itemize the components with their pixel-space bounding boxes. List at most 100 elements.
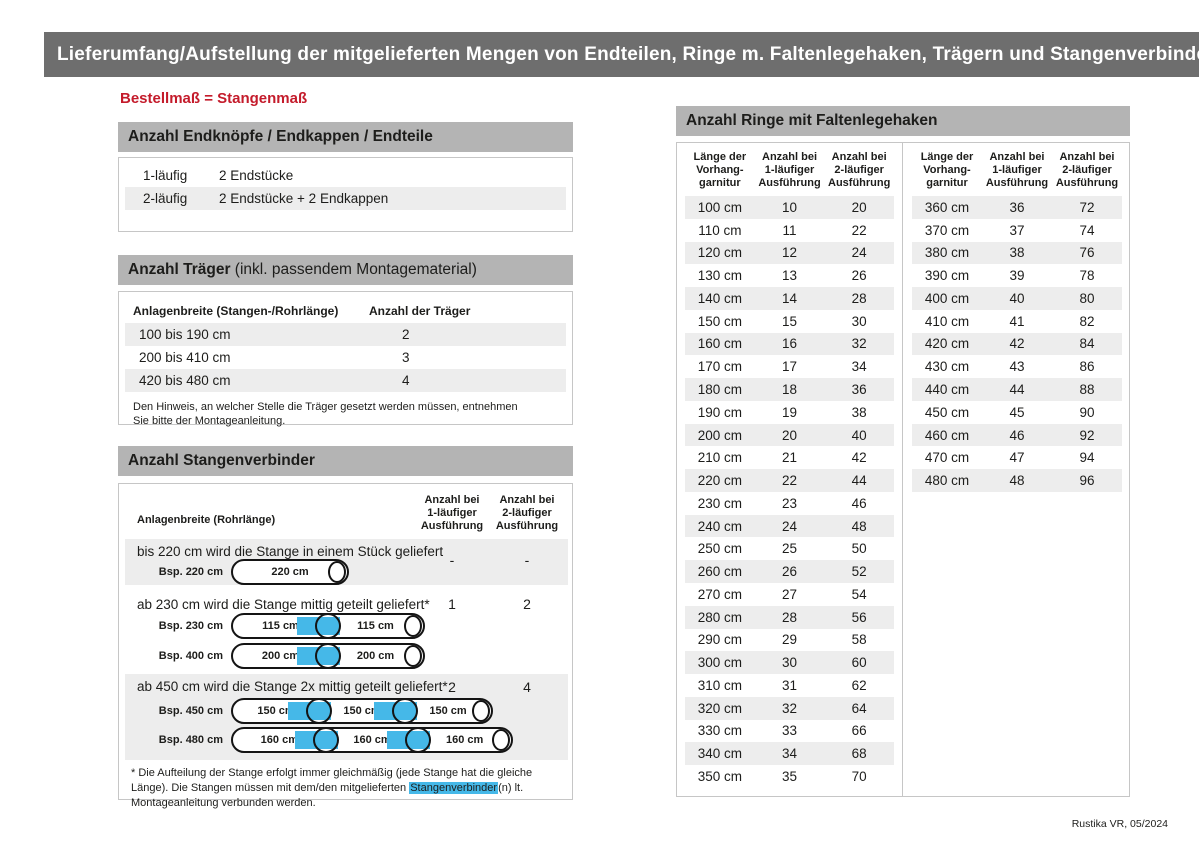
cell-count-2-laeufig: 70 (851, 769, 867, 785)
rod-joint (405, 727, 432, 753)
table-row: 400 cm 40 80 (912, 287, 1122, 310)
cell-count-2-laeufig: 56 (851, 609, 867, 625)
cell-count-2-laeufig: 46 (851, 495, 867, 511)
cell-count-2-laeufig: 60 (851, 655, 867, 671)
cell-count-2-laeufig: 34 (851, 359, 867, 375)
cell-count-2-laeufig: 78 (1079, 268, 1095, 284)
cell-length: 360 cm (924, 199, 970, 215)
endteile-table: 1-läufig 2 Endstücke 2-läufig 2 Endstücke +… (118, 157, 573, 232)
cell-count-1-laeufig: 15 (781, 313, 798, 329)
table-row: 390 cm 39 78 (912, 264, 1122, 287)
order-size-note: Bestellmaß = Stangenmaß (120, 90, 308, 107)
cell-count-2-laeufig: 64 (851, 700, 867, 716)
cell-count-1-laeufig: 44 (1009, 382, 1025, 397)
cell-length: 210 cm (697, 450, 742, 466)
cell-length: 240 cm (697, 518, 742, 534)
cell-count-2-laeufig: 50 (851, 541, 867, 557)
cell-count-2-laeufig: 42 (851, 450, 867, 466)
table-row: 190 cm 19 38 (685, 401, 894, 424)
table-row: 380 cm 38 76 (912, 241, 1122, 265)
cell-length: 300 cm (697, 655, 742, 671)
cell-length: 460 cm (924, 427, 970, 443)
cell-count-2-laeufig: 94 (1079, 450, 1095, 466)
col-anzahl-1-laeufig: Anzahl bei 1-läufiger Ausführung (758, 151, 821, 189)
rod-graphic: 220 cm (231, 559, 349, 585)
traeger-table: Anlagenbreite (Stangen-/Rohrlänge) Anzah… (118, 291, 573, 427)
table-row: 160 cm 16 32 (685, 332, 894, 356)
rod-example: Bsp. 480 cm 160 cm 160 cm 160 cm (125, 727, 513, 753)
cell-count-2-laeufig: 36 (851, 382, 867, 397)
ringe-rows-left: 100 cm 10 20 110 cm 11 22 120 cm 12 24 130 cm 13 26… (685, 196, 894, 788)
cell-count-2-laeufig: 22 (851, 222, 867, 238)
parts-value: 2 Endstücke (219, 168, 294, 183)
cell-count-2-laeufig: 24 (851, 245, 867, 261)
cell-length: 380 cm (924, 245, 970, 261)
table-row: 130 cm 13 26 (685, 264, 894, 287)
stangenverbinder-table: Anlagenbreite (Rohrlänge) Anzahl bei 1-l… (118, 483, 573, 809)
ringe-table: Länge der Vorhang- garnitur Anzahl bei 1… (676, 142, 1130, 797)
cell-length: 410 cm (924, 313, 970, 329)
count-value: 4 (402, 373, 410, 388)
row-description: ab 230 cm wird die Stange mittig geteilt… (137, 597, 430, 612)
cell-count-1-laeufig: 21 (781, 450, 798, 466)
rod-segment-length: 160 cm (260, 734, 298, 746)
cell-count-1-laeufig: 38 (1009, 245, 1025, 261)
cell-length: 390 cm (924, 268, 970, 284)
section-header-stangenverbinder: Anzahl Stangenverbinder (118, 446, 573, 476)
count-value: 2 (402, 327, 410, 342)
verbinder-row-ab-230: ab 230 cm wird die Stange mittig geteilt… (125, 592, 568, 674)
table-row: 100 bis 190 cm 2 (125, 323, 566, 346)
table-row: 410 cm 41 82 (912, 310, 1122, 333)
cell-count-2-laeufig: 84 (1079, 336, 1095, 352)
rod-joint (392, 698, 418, 724)
cell-count-1-laeufig: 25 (781, 541, 798, 557)
cell-count-1-laeufig: 28 (781, 609, 798, 625)
cell-count-2-laeufig: 72 (1079, 199, 1095, 215)
table-row: 260 cm 26 52 (685, 560, 894, 584)
cell-count-1-laeufig: 18 (781, 382, 798, 397)
cell-count-1-laeufig: 10 (781, 199, 798, 215)
cell-count-2-laeufig: 44 (851, 473, 867, 489)
rod-segment-length: 160 cm (353, 734, 391, 746)
cell-count-1-laeufig: 12 (781, 245, 798, 261)
col-anlagenbreite: Anlagenbreite (Stangen-/Rohrlänge) (133, 304, 339, 318)
table-row: 220 cm 22 44 (685, 469, 894, 492)
rod-joint (312, 727, 339, 753)
cell-length: 140 cm (697, 290, 742, 306)
cell-count-1-laeufig: 17 (781, 359, 798, 375)
table-row: 460 cm 46 92 (912, 423, 1122, 447)
footnote-text: (n) lt. Montageanleitung verbunden werde… (131, 782, 524, 809)
lauf-type: 2-läufig (143, 191, 188, 206)
document-footer: Rustika VR, 05/2024 (1071, 818, 1168, 830)
cell-count-1-laeufig: 39 (1009, 268, 1025, 284)
cell-count-2-laeufig: 26 (851, 268, 867, 284)
endteile-rows: 1-läufig 2 Endstücke 2-läufig 2 Endstücke +… (119, 164, 572, 210)
table-row: 420 cm 42 84 (912, 332, 1122, 356)
cell-count-2-laeufig: 32 (851, 336, 867, 352)
rod-segment-length: 115 cm (262, 620, 299, 632)
count-2-laeufig: 4 (523, 679, 531, 695)
cell-length: 370 cm (924, 222, 970, 238)
col-anzahl-2-laeufig: Anzahl bei 2-läufiger Ausführung (828, 151, 891, 189)
cell-count-1-laeufig: 30 (781, 655, 798, 671)
cell-length: 100 cm (697, 199, 742, 215)
col-anzahl-traeger: Anzahl der Träger (369, 304, 471, 318)
ringe-subtable-right: Länge der Vorhang- garnitur Anzahl bei 1… (904, 143, 1130, 796)
cell-count-1-laeufig: 33 (781, 723, 798, 739)
ringe-column-headers: Länge der Vorhang- garnitur Anzahl bei 1… (685, 151, 894, 190)
cell-length: 430 cm (924, 359, 970, 375)
cell-count-1-laeufig: 41 (1009, 313, 1025, 329)
footnote: * Die Aufteilung der Stange erfolgt imme… (131, 766, 563, 811)
rod-segment-length: 150 cm (343, 705, 381, 717)
section-header-ringe: Anzahl Ringe mit Faltenlegehaken (676, 106, 1130, 136)
table-row: 450 cm 45 90 (912, 401, 1122, 424)
cell-count-2-laeufig: 38 (851, 404, 867, 420)
col-anzahl-2-laeufig: Anzahl bei 2-läufiger Ausführung (1055, 151, 1119, 189)
section-header-traeger: Anzahl Träger (inkl. passendem Montagema… (118, 255, 573, 285)
table-row: 170 cm 17 34 (685, 355, 894, 378)
cell-count-1-laeufig: 37 (1009, 222, 1025, 238)
cell-length: 180 cm (697, 382, 742, 397)
rod-endcap (404, 645, 422, 667)
table-row: 150 cm 15 30 (685, 310, 894, 333)
table-row: 290 cm 29 58 (685, 629, 894, 652)
